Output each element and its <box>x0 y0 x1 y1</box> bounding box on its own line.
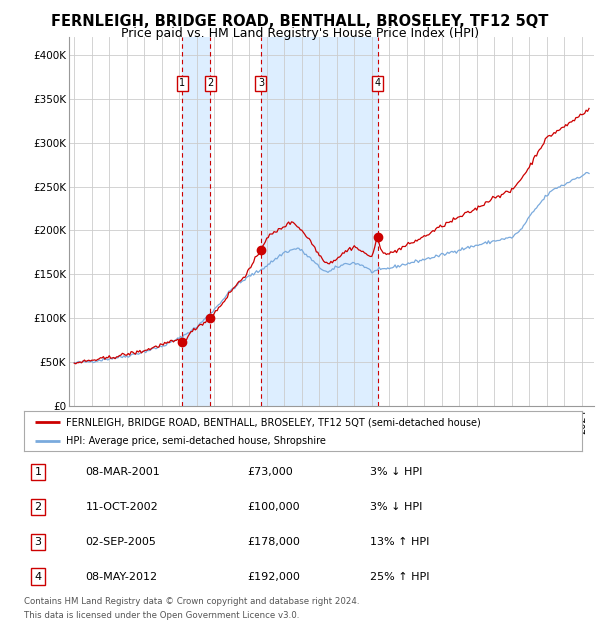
Text: HPI: Average price, semi-detached house, Shropshire: HPI: Average price, semi-detached house,… <box>66 436 326 446</box>
Text: 1: 1 <box>179 78 185 88</box>
Text: FERNLEIGH, BRIDGE ROAD, BENTHALL, BROSELEY, TF12 5QT: FERNLEIGH, BRIDGE ROAD, BENTHALL, BROSEL… <box>52 14 548 29</box>
Text: FERNLEIGH, BRIDGE ROAD, BENTHALL, BROSELEY, TF12 5QT (semi-detached house): FERNLEIGH, BRIDGE ROAD, BENTHALL, BROSEL… <box>66 417 481 427</box>
Text: Contains HM Land Registry data © Crown copyright and database right 2024.: Contains HM Land Registry data © Crown c… <box>24 597 359 606</box>
Text: 11-OCT-2002: 11-OCT-2002 <box>85 502 158 512</box>
Bar <box>261 37 378 406</box>
Text: 2: 2 <box>207 78 214 88</box>
Text: This data is licensed under the Open Government Licence v3.0.: This data is licensed under the Open Gov… <box>24 611 299 620</box>
Text: 4: 4 <box>34 572 41 582</box>
Text: £73,000: £73,000 <box>247 467 293 477</box>
Text: 3: 3 <box>34 537 41 547</box>
Text: 2: 2 <box>34 502 41 512</box>
Text: £100,000: £100,000 <box>247 502 300 512</box>
Bar <box>182 37 210 406</box>
Text: 3% ↓ HPI: 3% ↓ HPI <box>370 467 422 477</box>
Text: £178,000: £178,000 <box>247 537 300 547</box>
Text: 3: 3 <box>258 78 264 88</box>
Text: £192,000: £192,000 <box>247 572 300 582</box>
Text: 3% ↓ HPI: 3% ↓ HPI <box>370 502 422 512</box>
Text: 08-MAR-2001: 08-MAR-2001 <box>85 467 160 477</box>
Text: Price paid vs. HM Land Registry's House Price Index (HPI): Price paid vs. HM Land Registry's House … <box>121 27 479 40</box>
Text: 4: 4 <box>375 78 381 88</box>
Text: 1: 1 <box>34 467 41 477</box>
Text: 13% ↑ HPI: 13% ↑ HPI <box>370 537 430 547</box>
Text: 25% ↑ HPI: 25% ↑ HPI <box>370 572 430 582</box>
Text: 02-SEP-2005: 02-SEP-2005 <box>85 537 156 547</box>
Text: 08-MAY-2012: 08-MAY-2012 <box>85 572 158 582</box>
